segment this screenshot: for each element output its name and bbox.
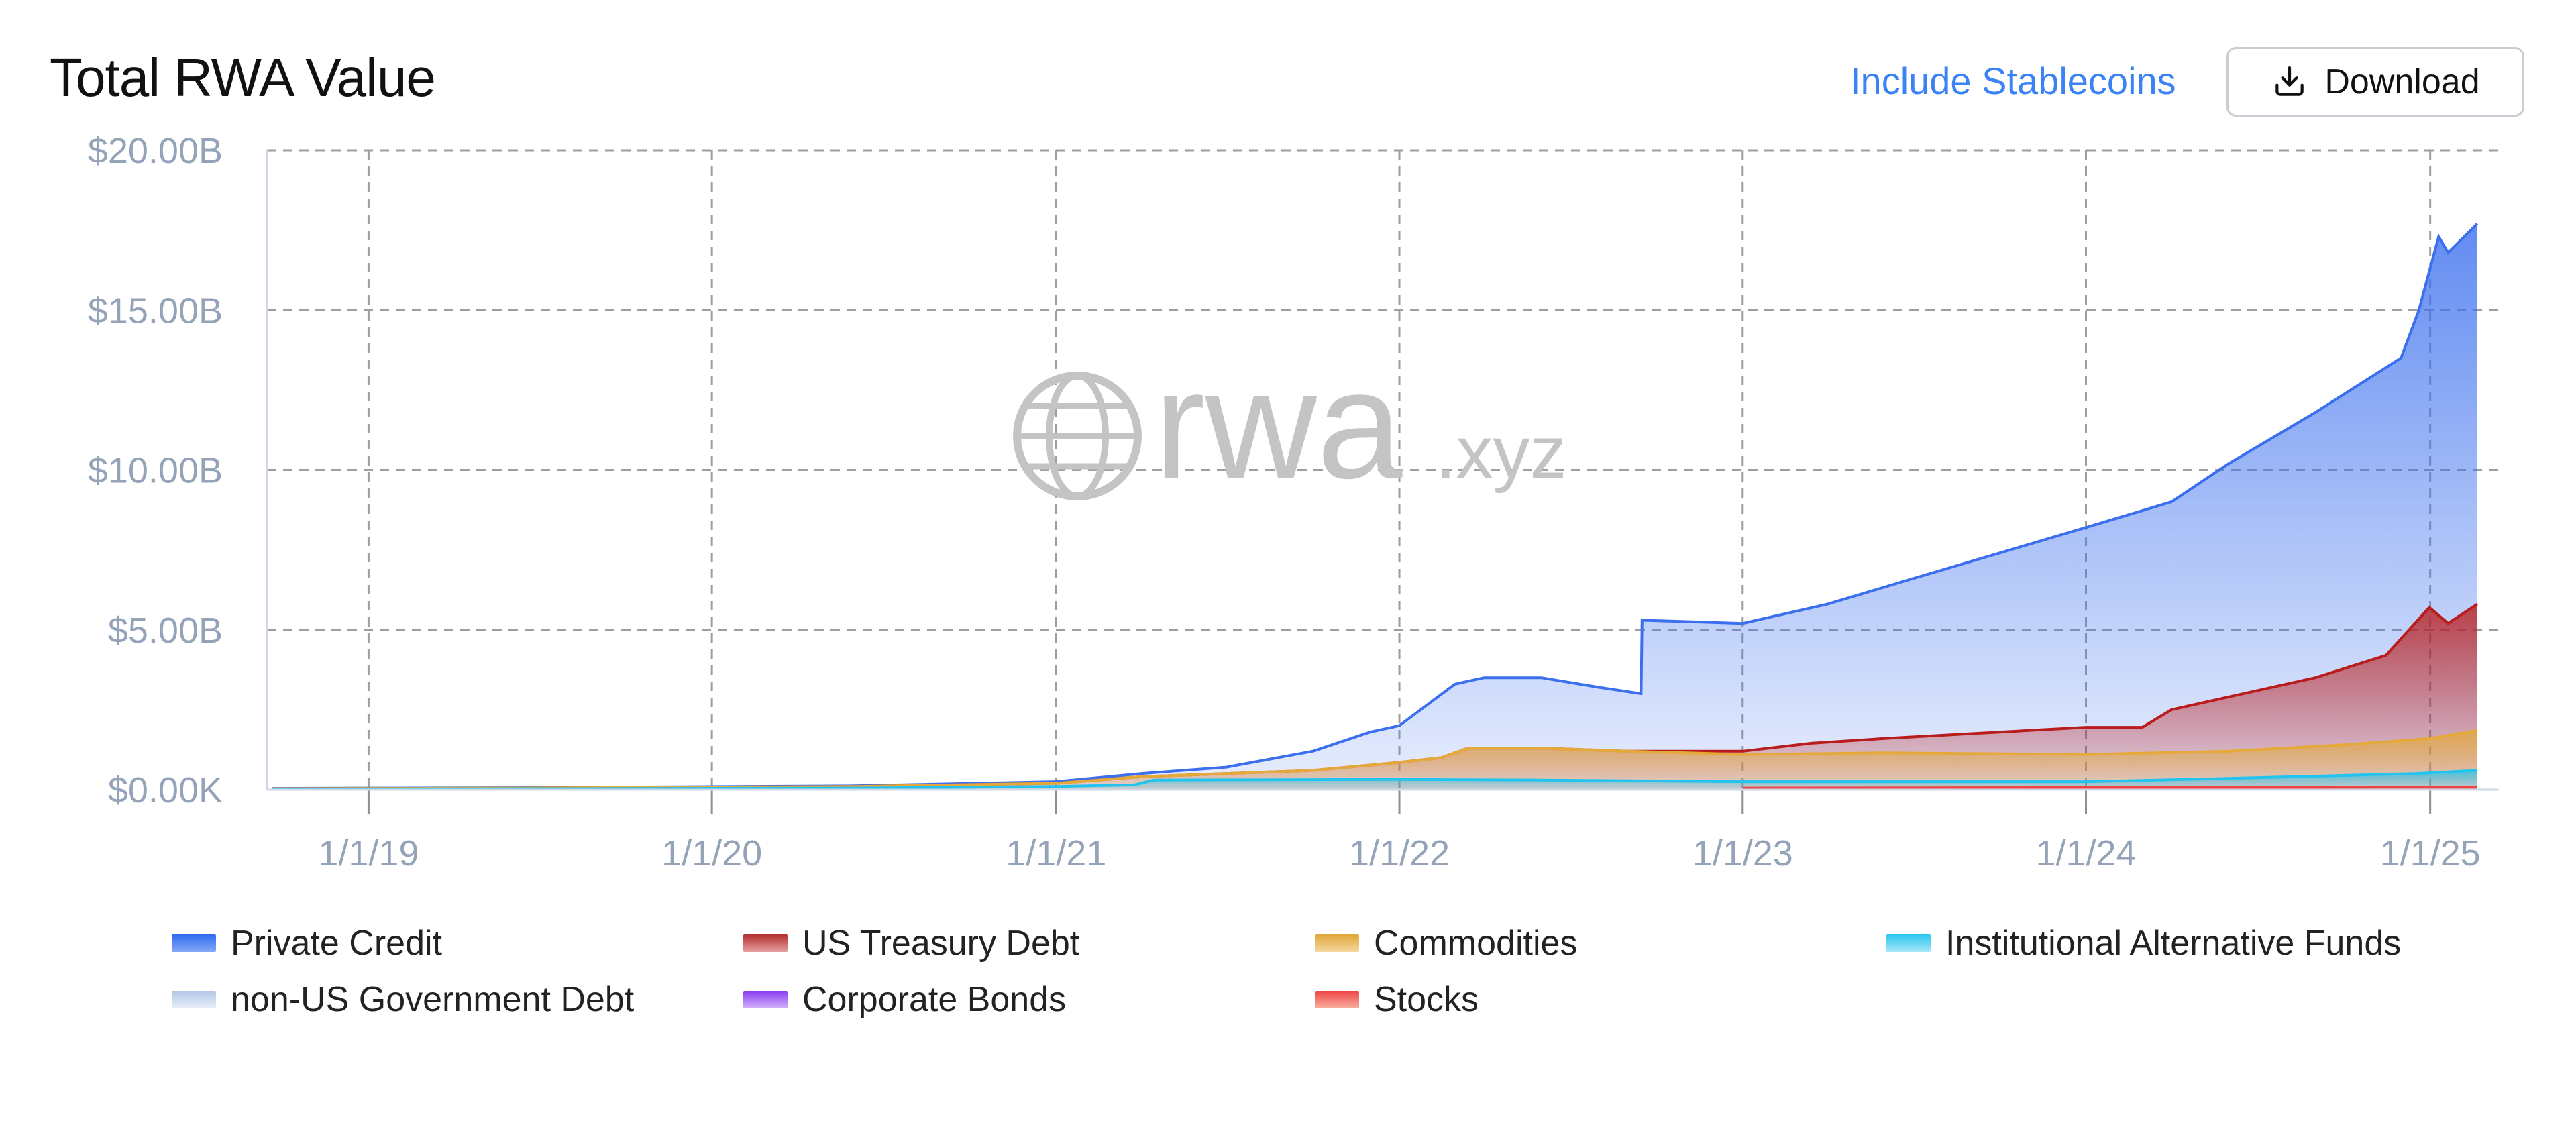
y-tick-label: $5.00B <box>108 610 223 651</box>
x-tick-label: 1/1/25 <box>2380 833 2481 873</box>
line-commodities[interactable] <box>271 729 2478 790</box>
include-stablecoins-toggle[interactable]: Include Stablecoins <box>1850 60 2176 102</box>
legend-label: Stocks <box>1374 980 1479 1019</box>
line-stocks[interactable] <box>1742 786 2477 790</box>
line-private-credit[interactable] <box>271 223 2479 790</box>
area-us-treasury-debt[interactable] <box>272 604 2477 790</box>
legend-item[interactable]: Corporate Bonds <box>743 979 1315 1020</box>
x-tick-label: 1/1/21 <box>1006 833 1106 873</box>
legend-label: non-US Government Debt <box>231 980 635 1019</box>
watermark: rwa .xyz <box>1013 338 1567 511</box>
legend-item[interactable]: Commodities <box>1315 923 1886 963</box>
legend-label: US Treasury Debt <box>802 924 1080 963</box>
legend-swatch <box>1315 991 1359 1008</box>
series-areas[interactable] <box>271 223 2479 790</box>
x-tick-label: 1/1/19 <box>318 833 419 873</box>
y-tick-label: $0.00K <box>108 770 223 810</box>
watermark-brand: rwa <box>1154 338 1403 511</box>
y-tick-label: $10.00B <box>88 451 223 491</box>
x-tick-label: 1/1/22 <box>1349 833 1450 873</box>
line-institutional-alternative-funds[interactable] <box>271 769 2477 790</box>
legend-item[interactable]: US Treasury Debt <box>743 923 1315 963</box>
x-tick-label: 1/1/24 <box>2035 833 2136 873</box>
download-label: Download <box>2324 62 2480 101</box>
y-tick-label: $15.00B <box>88 290 223 331</box>
axes: $0.00K $5.00B $10.00B $15.00B $20.00B 1/1/19 1… <box>88 131 2499 873</box>
chart-title: Total RWA Value <box>50 48 436 107</box>
legend-swatch <box>743 991 788 1008</box>
legend-swatch <box>743 934 788 952</box>
legend-swatch <box>1315 934 1359 952</box>
rwa-area-chart[interactable]: rwa .xyz $0.00K $5.00B $10.00B $15.00B $20.00… <box>0 0 2576 912</box>
legend-label: Private Credit <box>231 924 442 963</box>
download-button[interactable]: Download <box>2226 47 2524 117</box>
area-private-credit[interactable] <box>272 223 2477 790</box>
legend-item[interactable]: Private Credit <box>172 923 743 963</box>
watermark-suffix: .xyz <box>1436 411 1567 494</box>
y-tick-label: $20.00B <box>88 131 223 171</box>
legend-swatch <box>172 934 216 952</box>
legend-item[interactable]: Stocks <box>1315 979 1886 1020</box>
x-tick-label: 1/1/23 <box>1693 833 1793 873</box>
download-icon <box>2271 63 2308 101</box>
legend-swatch <box>172 991 216 1008</box>
legend-label: Commodities <box>1374 924 1578 963</box>
area-commodities[interactable] <box>272 730 2477 790</box>
x-tick-label: 1/1/20 <box>661 833 762 873</box>
chart-legend: Private Credit US Treasury Debt Commoditie… <box>172 923 2520 1020</box>
legend-item[interactable]: Institutional Alternative Funds <box>1886 923 2490 963</box>
legend-item[interactable]: non-US Government Debt <box>172 979 743 1020</box>
legend-swatch <box>1886 934 1931 952</box>
legend-label: Institutional Alternative Funds <box>1945 924 2402 963</box>
legend-label: Corporate Bonds <box>802 980 1067 1019</box>
